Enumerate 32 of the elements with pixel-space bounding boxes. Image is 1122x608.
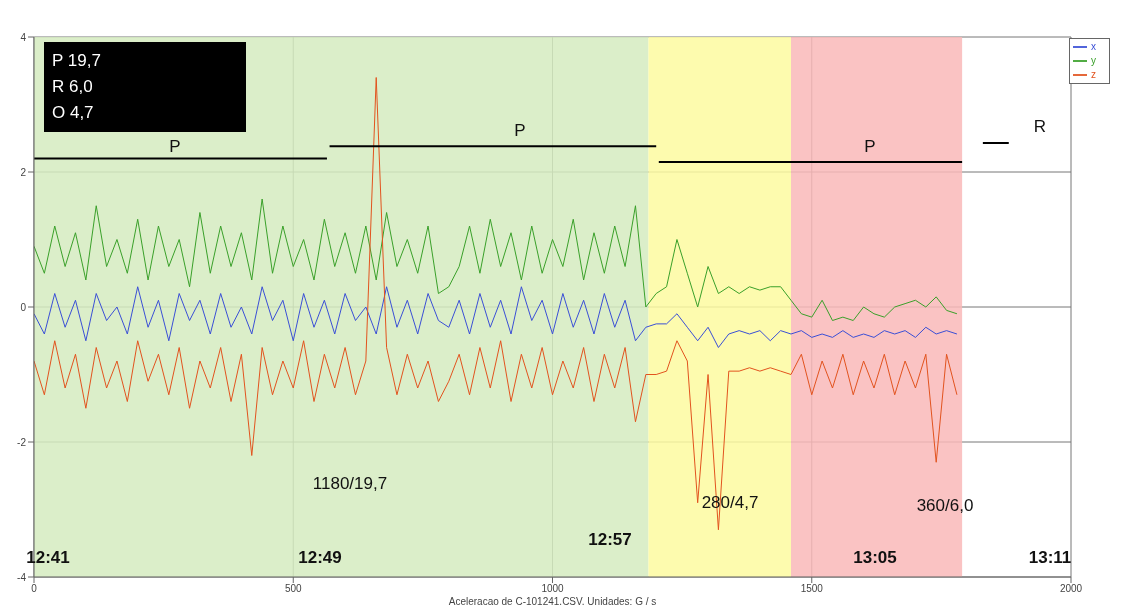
x-tick-label: 0 <box>31 583 38 595</box>
y-tick-label: -4 <box>17 571 27 583</box>
annotation: P <box>864 137 876 157</box>
y-tick-label: -2 <box>17 436 27 448</box>
x-axis-title: Aceleracao de C-101241.CSV. Unidades: G / s <box>448 596 657 607</box>
y-tick-label: 0 <box>20 301 27 313</box>
annotation: O 4,7 <box>52 102 95 124</box>
annotation: 280/4,7 <box>701 493 759 513</box>
annotation: P 19,7 <box>52 50 102 72</box>
annotation: P <box>169 137 181 157</box>
annotation: R 6,0 <box>52 76 94 98</box>
x-tick-label: 1000 <box>541 583 565 595</box>
x-tick-label: 500 <box>284 583 303 595</box>
y-tick-label: 2 <box>20 166 27 178</box>
line-series <box>34 286 958 348</box>
annotation: R <box>1033 117 1047 137</box>
annotation: 12:57 <box>588 530 632 550</box>
annotation: P <box>514 121 526 141</box>
legend-label: x <box>1091 40 1096 52</box>
legend-label: z <box>1091 68 1096 80</box>
label-box: P 19,7 R 6,0 O 4,7 <box>44 42 246 132</box>
annotation: 12:41 <box>26 548 70 568</box>
annotation: 12:49 <box>298 548 342 568</box>
annotation: 360/6,0 <box>916 496 974 516</box>
annotation: 13:11 <box>1028 548 1072 568</box>
annotation: 1180/19,7 <box>312 474 388 494</box>
annotation: 13:05 <box>853 548 897 568</box>
x-tick-label: 2000 <box>1059 583 1083 595</box>
line-series <box>34 198 958 321</box>
y-tick-label: 4 <box>20 31 27 43</box>
legend-label: y <box>1091 54 1096 66</box>
x-tick-label: 1500 <box>800 583 824 595</box>
